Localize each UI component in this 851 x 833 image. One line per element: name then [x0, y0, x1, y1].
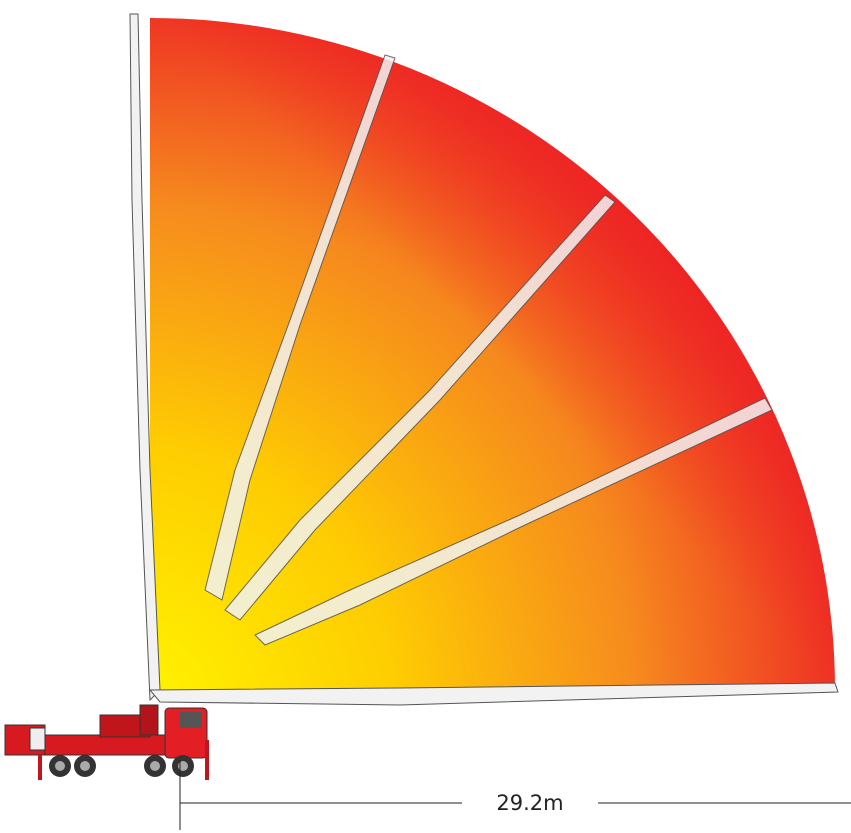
- dimension-label: 29.2m: [496, 791, 563, 815]
- truck: [4, 704, 209, 780]
- booms: [129, 13, 839, 706]
- dimension: 29.2m: [179, 760, 851, 830]
